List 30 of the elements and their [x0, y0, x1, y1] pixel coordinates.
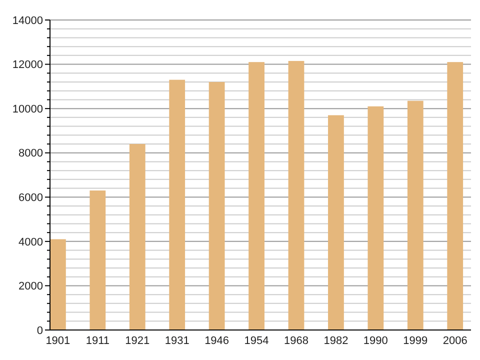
- y-tick-label: 0: [36, 324, 43, 337]
- bar: [288, 60, 304, 330]
- x-tick-label: 1931: [164, 335, 190, 347]
- x-tick-label: 1954: [244, 335, 269, 347]
- bar: [50, 239, 66, 330]
- x-tick-label: 1921: [125, 335, 150, 347]
- y-tick-label: 12000: [12, 59, 43, 72]
- y-tick-label: 2000: [18, 280, 43, 293]
- bar: [129, 144, 146, 330]
- y-tick-label: 10000: [12, 103, 43, 116]
- x-tick-label: 1982: [324, 335, 348, 347]
- bar: [328, 115, 344, 330]
- bar: [208, 82, 225, 330]
- x-tick-label: 1999: [403, 335, 428, 347]
- x-tick-label: 1990: [363, 335, 388, 347]
- bar: [447, 62, 464, 330]
- bar: [248, 62, 264, 330]
- bar: [368, 106, 384, 330]
- bar: [90, 190, 106, 330]
- x-tick-label: 1946: [204, 335, 230, 347]
- y-tick-label: 14000: [12, 14, 43, 27]
- x-tick-label: 1901: [46, 335, 70, 347]
- x-tick-label: 1968: [284, 335, 308, 347]
- x-tick-label: 1911: [86, 335, 110, 347]
- x-tick-label: 2006: [442, 335, 468, 347]
- y-tick-label: 8000: [18, 148, 43, 160]
- y-tick-label: 4000: [18, 236, 43, 248]
- y-tick-label: 6000: [18, 192, 43, 204]
- bar: [169, 80, 186, 330]
- bar: [407, 100, 424, 330]
